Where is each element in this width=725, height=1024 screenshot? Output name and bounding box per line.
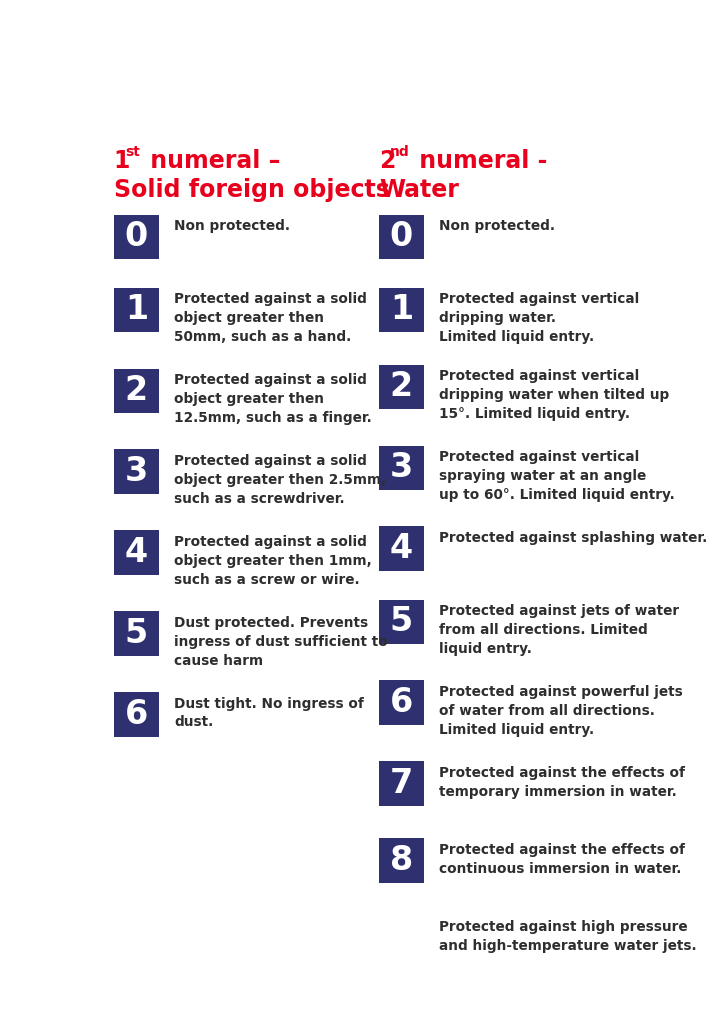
FancyBboxPatch shape <box>114 611 159 655</box>
Text: Protected against splashing water.: Protected against splashing water. <box>439 531 708 545</box>
Text: nd: nd <box>390 145 410 159</box>
Text: 5: 5 <box>125 616 148 650</box>
Text: Dust tight. No ingress of
dust.: Dust tight. No ingress of dust. <box>174 696 364 729</box>
FancyBboxPatch shape <box>114 369 159 413</box>
Text: Protected against powerful jets
of water from all directions.
Limited liquid ent: Protected against powerful jets of water… <box>439 685 683 737</box>
Text: numeral –: numeral – <box>142 150 281 173</box>
FancyBboxPatch shape <box>379 680 424 725</box>
Text: Protected against the effects of
continuous immersion in water.: Protected against the effects of continu… <box>439 843 685 876</box>
Text: 3: 3 <box>390 452 413 484</box>
FancyBboxPatch shape <box>114 530 159 574</box>
Text: 2: 2 <box>125 375 148 408</box>
Text: numeral -: numeral - <box>411 150 547 173</box>
Text: Protected against a solid
object greater then 2.5mm,
such as a screwdriver.: Protected against a solid object greater… <box>174 454 386 506</box>
FancyBboxPatch shape <box>379 839 424 883</box>
FancyBboxPatch shape <box>114 450 159 494</box>
FancyBboxPatch shape <box>379 915 424 959</box>
Text: 1: 1 <box>125 294 148 327</box>
Text: Solid foreign objects: Solid foreign objects <box>114 178 390 203</box>
Text: st: st <box>125 145 140 159</box>
Text: 1: 1 <box>114 150 130 173</box>
Text: Protected against a solid
object greater then 1mm,
such as a screw or wire.: Protected against a solid object greater… <box>174 535 372 587</box>
Text: 3: 3 <box>125 456 148 488</box>
Text: Protected against a solid
object greater then
12.5mm, such as a finger.: Protected against a solid object greater… <box>174 373 372 425</box>
FancyBboxPatch shape <box>114 692 159 736</box>
FancyBboxPatch shape <box>379 599 424 644</box>
Text: 8: 8 <box>390 844 413 877</box>
FancyBboxPatch shape <box>114 288 159 333</box>
Text: Protected against vertical
dripping water when tilted up
15°. Limited liquid ent: Protected against vertical dripping wate… <box>439 370 670 421</box>
Text: 1: 1 <box>390 294 413 327</box>
Text: 0: 0 <box>390 220 413 253</box>
FancyBboxPatch shape <box>379 365 424 410</box>
Text: 4: 4 <box>125 536 148 569</box>
FancyBboxPatch shape <box>379 526 424 571</box>
Text: 6: 6 <box>125 697 148 731</box>
Text: 5: 5 <box>390 605 413 638</box>
Text: Protected against a solid
object greater then
50mm, such as a hand.: Protected against a solid object greater… <box>174 292 367 344</box>
FancyBboxPatch shape <box>114 214 159 259</box>
Text: 2: 2 <box>379 150 395 173</box>
Text: Dust protected. Prevents
ingress of dust sufficient to
cause harm: Dust protected. Prevents ingress of dust… <box>174 615 388 668</box>
Text: Water: Water <box>379 178 459 203</box>
Text: 7: 7 <box>390 767 413 800</box>
Text: Protected against jets of water
from all directions. Limited
liquid entry.: Protected against jets of water from all… <box>439 604 679 656</box>
FancyBboxPatch shape <box>379 761 424 806</box>
Text: 0: 0 <box>125 220 148 253</box>
Text: 4: 4 <box>390 532 413 565</box>
FancyBboxPatch shape <box>379 445 424 490</box>
FancyBboxPatch shape <box>379 288 424 333</box>
Text: 6: 6 <box>390 686 413 719</box>
Text: 2: 2 <box>390 371 413 403</box>
Text: Protected against vertical
spraying water at an angle
up to 60°. Limited liquid : Protected against vertical spraying wate… <box>439 451 675 502</box>
Text: Protected against high pressure
and high-temperature water jets.: Protected against high pressure and high… <box>439 920 697 952</box>
Text: Non protected.: Non protected. <box>439 219 555 233</box>
Text: Protected against the effects of
temporary immersion in water.: Protected against the effects of tempora… <box>439 766 685 799</box>
Text: 9: 9 <box>390 921 413 954</box>
Text: Non protected.: Non protected. <box>174 219 290 233</box>
Text: Protected against vertical
dripping water.
Limited liquid entry.: Protected against vertical dripping wate… <box>439 292 639 344</box>
FancyBboxPatch shape <box>379 214 424 259</box>
